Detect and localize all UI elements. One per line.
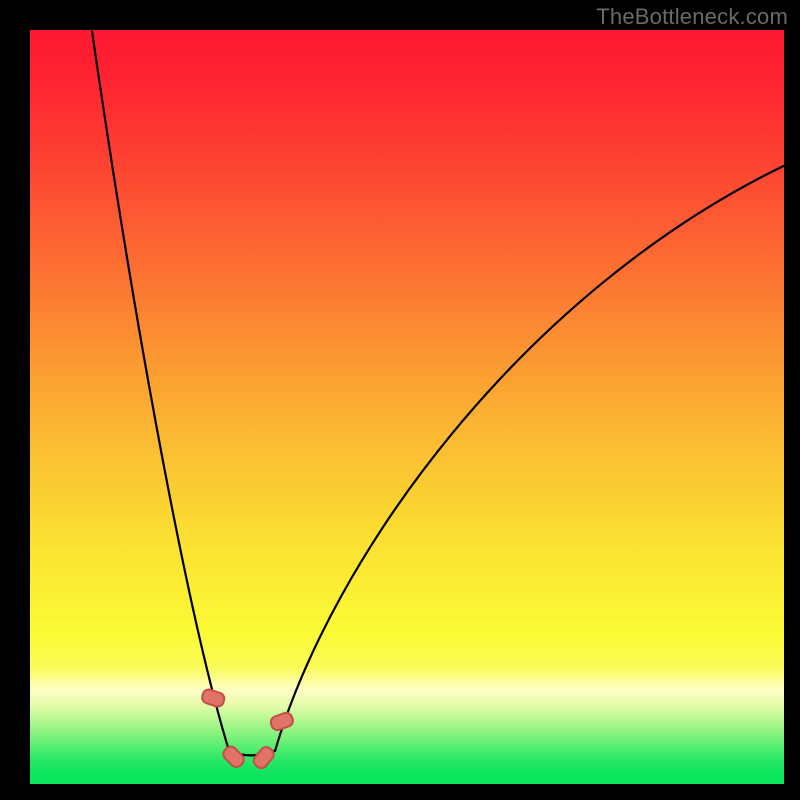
chart-frame: TheBottleneck.com — [0, 0, 800, 800]
chart-background — [30, 30, 784, 784]
plot-area — [30, 30, 784, 784]
watermark-text: TheBottleneck.com — [596, 4, 788, 30]
